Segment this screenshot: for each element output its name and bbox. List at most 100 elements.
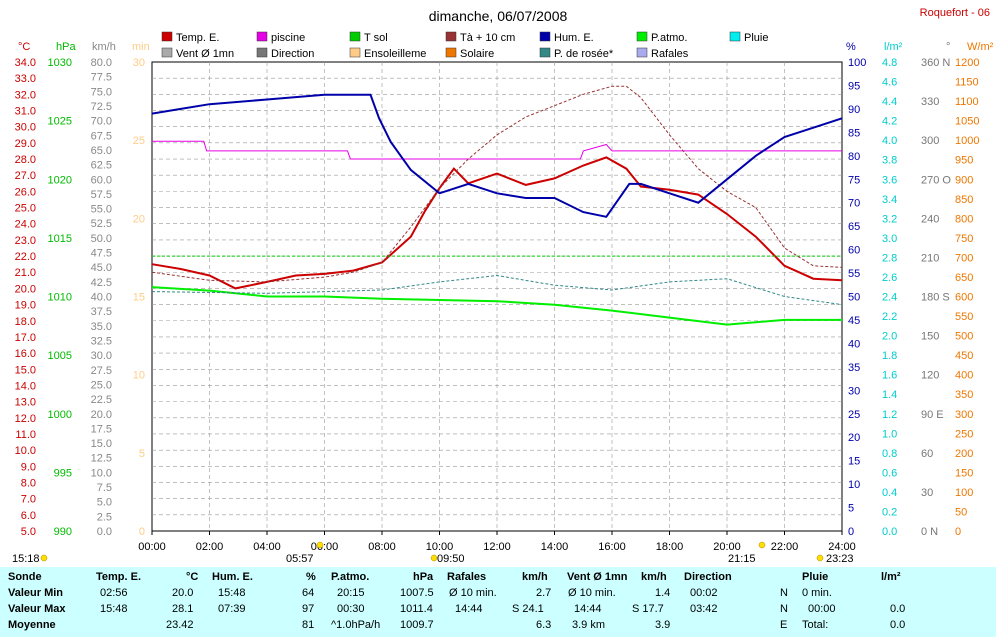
solar-tick-label: 100 <box>955 487 973 499</box>
solar-tick-label: 1000 <box>955 135 979 147</box>
dir-tick-label: 30 <box>921 487 933 499</box>
press-tick-label: 1020 <box>48 174 72 186</box>
hum-tick-label: 90 <box>848 104 860 116</box>
legend-label: Tà + 10 cm <box>460 32 515 44</box>
wind-tick-label: 42.5 <box>91 277 112 289</box>
press-max-time: 00:30 <box>337 603 365 615</box>
wind-tick-label: 5.0 <box>97 497 112 509</box>
rain-tick-label: 0.0 <box>882 526 897 538</box>
wind-avg-label: Ø 10 min. <box>568 587 616 599</box>
solar-tick-label: 500 <box>955 331 973 343</box>
temp-min-time: 02:56 <box>100 587 128 599</box>
x-tick-label: 20:00 <box>713 541 741 553</box>
solar-tick-label: 450 <box>955 350 973 362</box>
legend-swatch <box>349 47 361 58</box>
dir-max-value: N <box>780 603 788 615</box>
solar-tick-label: 1050 <box>955 116 979 128</box>
wind-tick-label: 50.0 <box>91 233 112 245</box>
legend-swatch <box>729 31 741 42</box>
dir-tick-label: 360 N <box>921 57 950 69</box>
dir-tick-label: 180 S <box>921 292 950 304</box>
hum-tick-label: 45 <box>848 315 860 327</box>
legend-swatch <box>256 47 268 58</box>
solar-tick-label: 400 <box>955 370 973 382</box>
rain-tick-label: 4.2 <box>882 116 897 128</box>
temp-tick-label: 27.0 <box>15 170 36 182</box>
col-gust-unit: km/h <box>522 571 548 583</box>
temp-tick-label: 33.0 <box>15 73 36 85</box>
temp-min-value: 20.0 <box>172 587 194 599</box>
col-temp-header: Temp. E. <box>96 571 142 583</box>
time-right: 23:23 <box>826 553 854 565</box>
sunset-time: 21:15 <box>728 553 756 565</box>
solar-tick-label: 650 <box>955 272 973 284</box>
x-tick-label: 22:00 <box>771 541 799 553</box>
legend-swatch <box>445 31 457 42</box>
dir-tick-label: 240 <box>921 213 939 225</box>
series-line-5 <box>151 286 842 326</box>
solar-tick-label: 300 <box>955 409 973 421</box>
series-line-3 <box>151 85 843 283</box>
press-tick-label: 1000 <box>48 409 72 421</box>
series-line-0 <box>151 156 843 290</box>
rain-tick-label: 1.0 <box>882 428 897 440</box>
temp-tick-label: 28.0 <box>15 154 36 166</box>
x-tick-label: 24:00 <box>828 541 856 553</box>
wind-tick-label: 45.0 <box>91 262 112 274</box>
solar-tick-label: 50 <box>955 506 967 518</box>
hum-max-value: 97 <box>302 603 315 615</box>
minutes-tick-label: 20 <box>133 213 145 225</box>
solar-tick-label: 1150 <box>955 77 979 89</box>
temp-tick-label: 12.0 <box>15 413 36 425</box>
wind-tick-label: 0.0 <box>97 526 112 538</box>
time-left: 15:18 <box>12 553 40 565</box>
temp-tick-label: 26.0 <box>15 186 36 198</box>
dir-tick-label: 120 <box>921 370 939 382</box>
hum-tick-label: 95 <box>848 80 860 92</box>
rain-tick-label: 2.6 <box>882 272 897 284</box>
legend-label: Direction <box>271 48 314 60</box>
temp-tick-label: 29.0 <box>15 138 36 150</box>
wind-tick-label: 2.5 <box>97 511 112 523</box>
solar-tick-label: 0 <box>955 526 961 538</box>
rain-tick-label: 2.2 <box>882 311 897 323</box>
wind-distance: 3.9 km <box>572 619 606 631</box>
wind-tick-label: 7.5 <box>97 482 112 494</box>
solar-tick-label: 850 <box>955 194 973 206</box>
solar-tick-label: 800 <box>955 213 973 225</box>
legend-swatch <box>161 31 173 42</box>
col-press-header: P.atmo. <box>331 571 370 583</box>
hum-tick-label: 25 <box>848 409 860 421</box>
wind-tick-label: 80.0 <box>91 57 112 69</box>
solar-tick-label: 950 <box>955 155 973 167</box>
temp-tick-label: 23.0 <box>15 235 36 247</box>
hum-tick-label: 0 <box>848 526 854 538</box>
wind-tick-label: 27.5 <box>91 365 112 377</box>
x-tick-label: 18:00 <box>656 541 684 553</box>
wind-max-time: 14:44 <box>574 603 602 615</box>
col-wind-unit: km/h <box>641 571 667 583</box>
minutes-tick-label: 30 <box>133 57 145 69</box>
dir-tick-label: 90 E <box>921 409 944 421</box>
hum-tick-label: 20 <box>848 432 860 444</box>
rain-tick-label: 4.4 <box>882 96 897 108</box>
col-hum-unit: % <box>306 571 316 583</box>
solar-tick-label: 1100 <box>955 96 979 108</box>
temp-tick-label: 6.0 <box>21 510 36 522</box>
wind-tick-label: 35.0 <box>91 321 112 333</box>
temp-max-time: 15:48 <box>100 603 128 615</box>
axis-unit-hum: % <box>846 41 856 53</box>
legend-swatch <box>161 47 173 58</box>
x-tick-label: 06:00 <box>311 541 339 553</box>
press-max-value: 1011.4 <box>400 603 433 615</box>
legend-label: P. de rosée* <box>554 48 614 60</box>
dir-min-time: 00:02 <box>690 587 718 599</box>
press-min-time: 20:15 <box>337 587 365 599</box>
hum-mean: 81 <box>302 619 315 631</box>
rain-total-label: Total: <box>802 619 829 631</box>
col-temp-unit: °C <box>186 571 199 583</box>
hum-tick-label: 65 <box>848 221 860 233</box>
rain-tick-label: 0.6 <box>882 467 897 479</box>
series-line-4 <box>151 93 843 218</box>
hum-tick-label: 55 <box>848 268 860 280</box>
